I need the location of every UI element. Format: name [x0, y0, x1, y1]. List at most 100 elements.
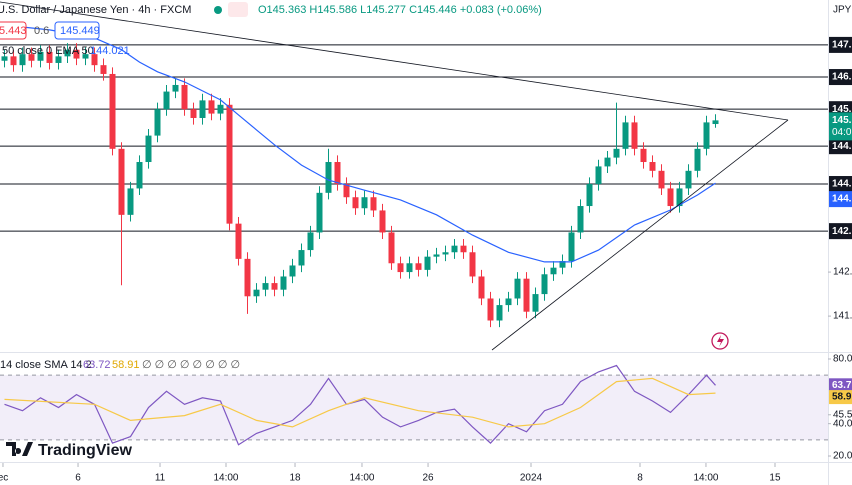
candle-body: [397, 263, 404, 273]
candle-body: [181, 84, 188, 110]
status-dot: [214, 6, 222, 14]
x-tick-label: 6: [75, 473, 81, 484]
level-label: 145.: [832, 104, 852, 115]
x-tick-label: 14:00: [349, 473, 374, 484]
level-label-box: [829, 69, 852, 86]
spread: 0.6: [34, 25, 49, 37]
trendline: [0, 1, 789, 121]
candle-body: [28, 54, 35, 61]
candle-body: [190, 109, 197, 118]
candle-body: [154, 109, 161, 136]
x-tick-label: 8: [637, 473, 643, 484]
candle-body: [433, 254, 440, 257]
candle-body: [172, 84, 179, 92]
candle-body: [451, 245, 458, 253]
x-tick-label: ec: [0, 473, 8, 484]
candle-body: [568, 232, 575, 262]
candle-body: [505, 298, 512, 306]
candle-body: [307, 232, 314, 251]
rsi-legend: 14 close SMA 14 2: [0, 359, 92, 371]
candle-body: [271, 283, 278, 290]
level-label-box: [829, 176, 852, 193]
candle-body: [640, 148, 647, 163]
candle-body: [604, 157, 611, 167]
candle-body: [145, 135, 152, 163]
candle-body: [550, 267, 557, 275]
candle-body: [46, 51, 53, 63]
last-price-label: 145.: [832, 115, 852, 126]
buy-box[interactable]: [54, 21, 100, 40]
candle-body: [676, 188, 683, 207]
trendline: [491, 119, 789, 351]
candle-body: [208, 100, 215, 114]
candle-body: [217, 104, 224, 114]
rsi-value-box: [829, 390, 852, 405]
candle-body: [82, 54, 89, 59]
rsi-value-box: [829, 378, 852, 393]
symbol-title: U.S. Dollar / Japanese Yen · 4h · FXCM: [0, 4, 191, 16]
candle-body: [235, 223, 242, 259]
candle-body: [460, 245, 467, 253]
ema-legend-value: 144.021: [90, 45, 130, 57]
candle-body: [91, 54, 98, 66]
rsi-value-label: 63.7: [832, 380, 852, 391]
x-tick-label: 18: [289, 473, 301, 484]
candle-body: [631, 122, 638, 149]
candle-body: [109, 73, 116, 149]
candle-body: [55, 56, 62, 63]
candle-body: [127, 188, 134, 215]
ema-legend: 50 close 0 EMA 50: [2, 45, 94, 57]
candle-body: [694, 148, 701, 171]
candle-body: [703, 122, 710, 149]
event-icon[interactable]: [711, 332, 729, 350]
candle-body: [100, 65, 107, 74]
y-tick-label: 142.: [833, 267, 852, 278]
candle-body: [343, 184, 350, 198]
candle-body: [415, 263, 422, 270]
buy-price[interactable]: 145.449: [60, 25, 100, 37]
candle-body: [1, 56, 8, 61]
candle-body: [541, 274, 548, 295]
rsi-line: [4, 377, 716, 428]
event-bolt: [717, 335, 724, 347]
ema-line: [4, 24, 716, 263]
candle-body: [379, 210, 386, 233]
candle-body: [649, 162, 656, 171]
candle-body: [163, 91, 170, 110]
candle-body: [496, 305, 503, 321]
sell-box[interactable]: [0, 21, 27, 40]
x-tick-label: 26: [422, 473, 434, 484]
axis-labels: 147. 146. 145. 144. 144. 142. 142. 141. ec 6 11 14:…: [0, 36, 852, 484]
rsi-y-tick-label: 40.00: [833, 418, 852, 429]
ema-label-box: [829, 191, 852, 208]
x-tick-label: 14:00: [693, 473, 718, 484]
candle-body: [118, 148, 125, 215]
rsi-y-tick-label: 80.00: [833, 354, 852, 365]
candle-body: [523, 278, 530, 312]
candle-body: [424, 256, 431, 270]
level-label: 146.: [832, 72, 852, 83]
candle-body: [388, 232, 395, 264]
last-price-box: [829, 112, 852, 141]
rsi-value-label: 58.9: [832, 392, 852, 403]
rsi-band: [0, 375, 828, 440]
y-tick-label: 141.: [833, 311, 852, 322]
candle-body: [316, 192, 323, 233]
candle-body: [352, 197, 359, 209]
candle-body: [136, 162, 143, 189]
candle-body: [199, 100, 206, 118]
candle-body: [37, 51, 44, 61]
candle-body: [10, 56, 17, 66]
sell-price[interactable]: 5.443: [0, 25, 27, 37]
level-label: 144.: [832, 179, 852, 190]
ema-label: 144.: [832, 194, 852, 205]
x-tick-label: 2024: [520, 473, 543, 484]
rsi-line: [4, 364, 716, 446]
candle-body: [280, 276, 287, 290]
candle-body: [64, 49, 71, 57]
candle-body: [226, 104, 233, 224]
level-label-box: [829, 223, 852, 240]
rsi-legend-value: 63.72: [83, 359, 111, 371]
candle-body: [298, 250, 305, 266]
